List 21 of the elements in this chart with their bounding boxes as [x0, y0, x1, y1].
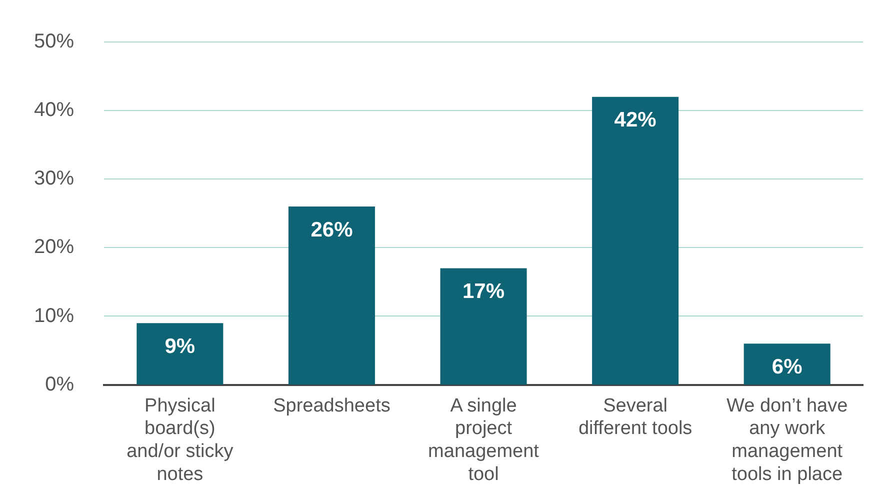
x-tick-label: Spreadsheets	[273, 395, 390, 416]
data-label: 6%	[772, 355, 803, 378]
bar	[288, 206, 375, 385]
y-tick-label: 0%	[45, 373, 74, 396]
x-tick-label: Several different tools	[578, 395, 692, 440]
y-tick-label: 40%	[34, 99, 74, 122]
y-tick-label: 20%	[34, 236, 74, 258]
y-tick-label: 10%	[34, 304, 74, 327]
data-label: 17%	[462, 280, 505, 304]
data-label: 42%	[614, 108, 657, 132]
x-tick-label: We don’t have any work management tools in place	[726, 395, 848, 485]
bar	[744, 344, 830, 385]
x-tick-label: Physical board(s) and/or sticky notes	[126, 395, 234, 485]
y-tick-label: 30%	[34, 168, 74, 190]
bar	[440, 268, 527, 385]
bar	[136, 323, 224, 385]
bar	[592, 96, 679, 385]
y-tick-label: 50%	[34, 30, 74, 53]
x-tick-label: A single project management tool	[428, 395, 540, 485]
data-label: 9%	[164, 334, 196, 358]
data-label: 26%	[310, 218, 354, 242]
